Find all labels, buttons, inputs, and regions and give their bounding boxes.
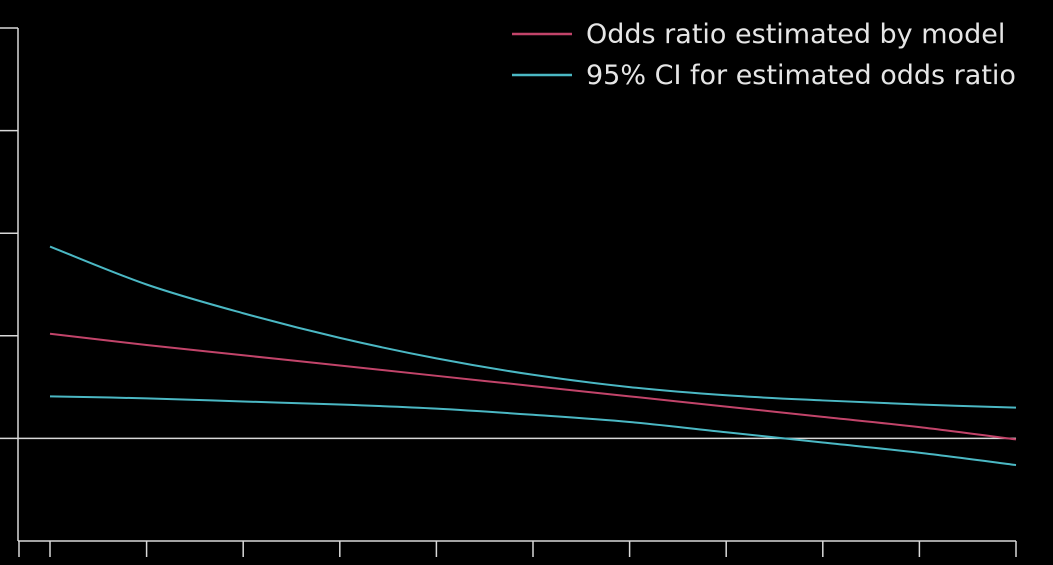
ci-upper-line (49, 245, 1017, 409)
legend-label: Odds ratio estimated by model (586, 19, 1005, 50)
ci-lower-line (49, 395, 1017, 467)
legend-label: 95% CI for estimated odds ratio (586, 60, 1016, 91)
axes (17, 28, 1016, 542)
odds-ratio-line (49, 332, 1017, 441)
legend: Odds ratio estimated by model 95% CI for … (512, 19, 1016, 91)
axis-ticks (0, 27, 1017, 557)
series-lines (49, 245, 1017, 467)
